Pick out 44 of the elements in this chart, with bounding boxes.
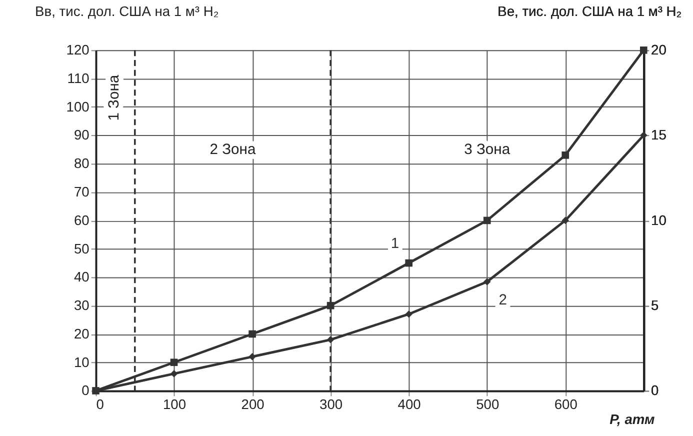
y2-tick-label: 20 [651,42,667,58]
y-tick-label: 30 [74,297,90,314]
x-axis-title: P, атм [610,410,655,427]
point [326,336,334,344]
x-tick-label: 500 [476,396,500,412]
y-tick-label: 90 [74,126,90,143]
y-tick-label: 80 [74,155,90,172]
point [640,132,648,139]
y2-tick-label: 5 [651,297,660,314]
point [405,310,412,318]
series-label: 2 [498,292,508,308]
y2-axis-title: Bе, тис. дол. США на 1 м³ H₂ [498,3,682,20]
x-tick-label: 400 [398,396,422,412]
point [170,358,178,366]
y-tick-label: 70 [74,184,90,200]
x-tick-label: 100 [162,396,186,412]
point [170,370,178,378]
y-tick-label: 20 [74,325,90,342]
y-tick-label: 100 [66,98,90,114]
point [562,216,570,224]
y2-tick-label: 0 [651,382,660,398]
y-axis-title: Bв, тис. дол. США на 1 м³ H₂ [35,3,219,20]
series-label: 1 [390,236,400,252]
x-tick-label: 300 [320,396,343,412]
point [562,152,570,159]
y-tick-label: 60 [74,212,90,228]
y-tick-label: 110 [67,70,90,86]
x-tick-label: 600 [554,396,578,412]
y-tick-label: 120 [66,42,90,58]
point [483,216,491,224]
y2-tick-label: 15 [651,126,667,143]
x-tick-label: 0 [96,396,104,412]
y-tick-label: 10 [74,354,90,370]
annotation: 1 Зона [106,74,122,121]
point [248,353,256,360]
x-tick-label: 200 [241,396,265,412]
y2-tick-label: 10 [651,212,667,228]
point [405,259,412,267]
y-tick-label: 50 [74,240,90,256]
y-tick-label: 40 [74,268,90,285]
point [483,278,491,286]
point [248,330,256,338]
point [640,46,648,54]
y-tick-label: 0 [82,382,90,398]
